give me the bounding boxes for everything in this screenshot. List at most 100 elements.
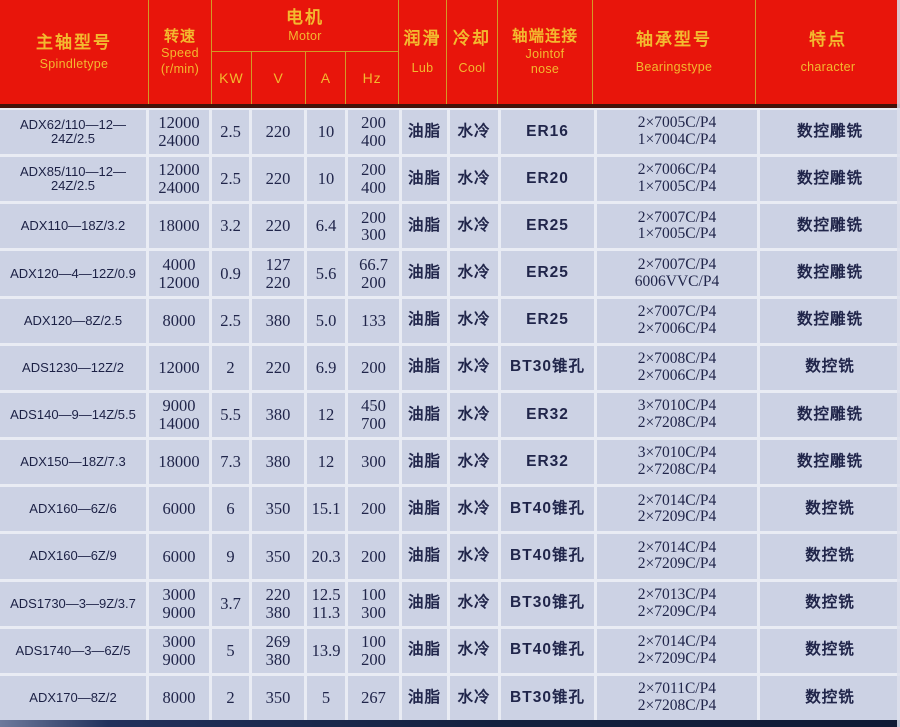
cell-character-row-2: 数控雕铣 xyxy=(760,157,900,202)
cell-speed-row-3: 18000 xyxy=(149,204,209,249)
cell-model-row-9: ADX160—6Z/6 xyxy=(0,487,146,532)
header-bearings-cn: 轴承型号 xyxy=(636,30,712,50)
cell-lub-row-3: 油脂 xyxy=(402,204,447,249)
header-joint-en2: nose xyxy=(530,61,560,76)
cell-joint-row-9: BT40锥孔 xyxy=(501,487,594,532)
cell-character-row-8: 数控雕铣 xyxy=(760,440,900,485)
cell-a-row-10: 20.3 xyxy=(307,534,345,579)
cell-model-row-4: ADX120—4—12Z/0.9 xyxy=(0,251,146,296)
header-lubrication-cn: 润滑 xyxy=(403,29,442,49)
cell-character-row-10: 数控铣 xyxy=(760,534,900,579)
table-body: ADX62/110—12—24Z/2.5 12000 24000 2.5 220 10 20… xyxy=(0,108,900,720)
cell-joint-row-8: ER32 xyxy=(501,440,594,485)
header-motor: 电机 Motor xyxy=(212,0,398,52)
cell-speed-row-6: 12000 xyxy=(149,345,209,390)
cell-model-row-3: ADX110—18Z/3.2 xyxy=(0,204,146,249)
cell-model-row-6: ADS1230—12Z/2 xyxy=(0,345,146,390)
cell-hz-row-13: 267 xyxy=(348,675,399,720)
cell-lub-row-4: 油脂 xyxy=(402,251,447,296)
header-motor-hz: Hz xyxy=(345,52,398,104)
header-bearings-en: Bearingstype xyxy=(635,59,713,74)
cell-a-row-6: 6.9 xyxy=(307,345,345,390)
cell-speed-row-8: 18000 xyxy=(149,440,209,485)
cell-speed-row-12: 3000 9000 xyxy=(149,628,209,673)
cell-model-row-10: ADX160—6Z/9 xyxy=(0,534,146,579)
cell-v-row-10: 350 xyxy=(252,534,304,579)
header-speed: 转速 Speed (r/min) xyxy=(148,0,211,104)
header-cooling: 冷却 Cool xyxy=(446,0,497,104)
cell-joint-row-5: ER25 xyxy=(501,298,594,343)
cell-a-row-11: 12.5 11.3 xyxy=(307,581,345,626)
cell-a-row-5: 5.0 xyxy=(307,298,345,343)
header-lubrication: 润滑 Lub xyxy=(398,0,446,104)
cell-model-row-13: ADX170—8Z/2 xyxy=(0,675,146,720)
cell-v-row-12: 269 380 xyxy=(252,628,304,673)
header-motor-a: A xyxy=(305,52,345,104)
cell-a-row-12: 13.9 xyxy=(307,628,345,673)
cell-kw-row-3: 3.2 xyxy=(212,204,249,249)
cell-hz-row-10: 200 xyxy=(348,534,399,579)
cell-cool-row-3: 水冷 xyxy=(450,204,498,249)
cell-speed-row-9: 6000 xyxy=(149,487,209,532)
cell-kw-row-12: 5 xyxy=(212,628,249,673)
cell-hz-row-2: 200 400 xyxy=(348,157,399,202)
cell-cool-row-7: 水冷 xyxy=(450,392,498,438)
cell-v-row-9: 350 xyxy=(252,487,304,532)
header-spindle-type-cn: 主轴型号 xyxy=(36,32,112,52)
cell-a-row-13: 5 xyxy=(307,675,345,720)
cell-character-row-12: 数控铣 xyxy=(760,628,900,673)
cell-a-row-8: 12 xyxy=(307,440,345,485)
cell-speed-row-7: 9000 14000 xyxy=(149,392,209,438)
cell-speed-row-10: 6000 xyxy=(149,534,209,579)
cell-v-row-2: 220 xyxy=(252,157,304,202)
cell-v-row-8: 380 xyxy=(252,440,304,485)
cell-bearings-row-5: 2×7007C/P4 2×7006C/P4 xyxy=(597,298,757,343)
cell-cool-row-5: 水冷 xyxy=(450,298,498,343)
cell-kw-row-10: 9 xyxy=(212,534,249,579)
cell-a-row-4: 5.6 xyxy=(307,251,345,296)
cell-kw-row-13: 2 xyxy=(212,675,249,720)
header-joint-cn: 轴端连接 xyxy=(511,27,578,45)
cell-bearings-row-6: 2×7008C/P4 2×7006C/P4 xyxy=(597,345,757,390)
header-motor-v: V xyxy=(250,52,306,104)
header-motor-cn: 电机 xyxy=(286,8,324,28)
cell-hz-row-4: 66.7 200 xyxy=(348,251,399,296)
cell-character-row-7: 数控雕铣 xyxy=(760,392,900,438)
cell-model-row-7: ADS140—9—14Z/5.5 xyxy=(0,392,146,438)
cell-a-row-2: 10 xyxy=(307,157,345,202)
cell-hz-row-12: 100 200 xyxy=(348,628,399,673)
cell-joint-row-4: ER25 xyxy=(501,251,594,296)
cell-lub-row-13: 油脂 xyxy=(402,675,447,720)
cell-kw-row-5: 2.5 xyxy=(212,298,249,343)
cell-bearings-row-9: 2×7014C/P4 2×7209C/P4 xyxy=(597,487,757,532)
cell-bearings-row-2: 2×7006C/P4 1×7005C/P4 xyxy=(597,157,757,202)
cell-cool-row-13: 水冷 xyxy=(450,675,498,720)
cell-model-row-11: ADS1730—3—9Z/3.7 xyxy=(0,581,146,626)
cell-kw-row-2: 2.5 xyxy=(212,157,249,202)
cell-character-row-6: 数控铣 xyxy=(760,345,900,390)
table-header: 主轴型号 Spindletype 转速 Speed (r/min) 电机 Mot… xyxy=(0,0,900,108)
cell-hz-row-1: 200 400 xyxy=(348,110,399,155)
cell-character-row-13: 数控铣 xyxy=(760,675,900,720)
cell-bearings-row-8: 3×7010C/P4 2×7208C/P4 xyxy=(597,440,757,485)
cell-character-row-9: 数控铣 xyxy=(760,487,900,532)
cell-a-row-3: 6.4 xyxy=(307,204,345,249)
cell-model-row-5: ADX120—8Z/2.5 xyxy=(0,298,146,343)
cell-bearings-row-4: 2×7007C/P4 6006VVC/P4 xyxy=(597,251,757,296)
cell-kw-row-8: 7.3 xyxy=(212,440,249,485)
cell-speed-row-1: 12000 24000 xyxy=(149,110,209,155)
cell-joint-row-13: BT30锥孔 xyxy=(501,675,594,720)
header-cooling-cn: 冷却 xyxy=(453,29,491,49)
cell-kw-row-4: 0.9 xyxy=(212,251,249,296)
cell-lub-row-10: 油脂 xyxy=(402,534,447,579)
scan-right-edge xyxy=(897,0,900,727)
header-motor-group: 电机 Motor KW V A Hz xyxy=(211,0,398,104)
cell-lub-row-9: 油脂 xyxy=(402,487,447,532)
cell-bearings-row-11: 2×7013C/P4 2×7209C/P4 xyxy=(597,581,757,626)
cell-v-row-3: 220 xyxy=(252,204,304,249)
cell-joint-row-2: ER20 xyxy=(501,157,594,202)
cell-cool-row-10: 水冷 xyxy=(450,534,498,579)
cell-model-row-1: ADX62/110—12—24Z/2.5 xyxy=(0,110,146,155)
cell-lub-row-12: 油脂 xyxy=(402,628,447,673)
